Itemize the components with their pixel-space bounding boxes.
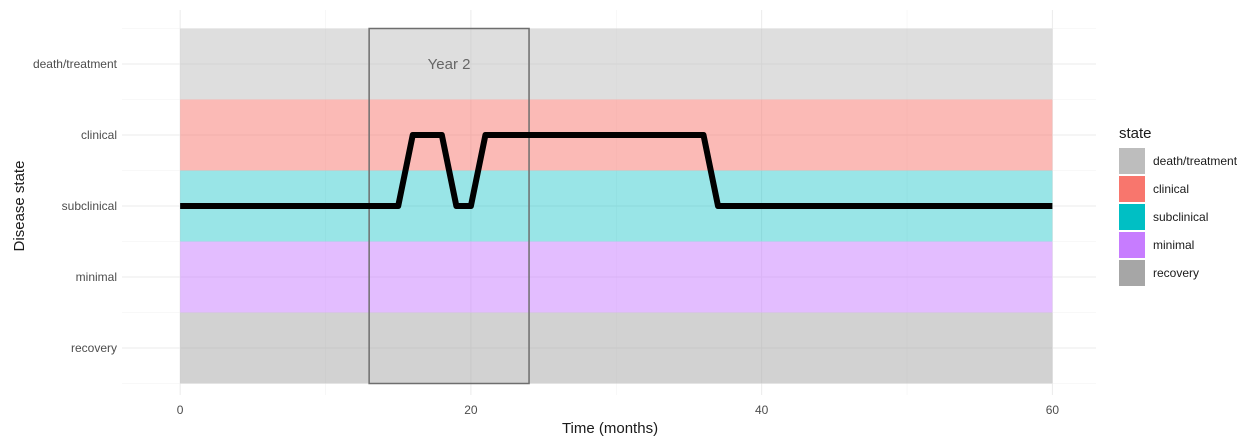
- y-tick-labels: recovery minimal subclinical clinical death/…: [33, 57, 118, 355]
- legend-label: death/treatment: [1153, 154, 1238, 168]
- state-trajectory: [180, 132, 1053, 209]
- band-death-treatment: [180, 28, 1053, 100]
- legend-swatch: [1119, 204, 1145, 230]
- legend-label: clinical: [1153, 182, 1189, 196]
- legend-label: subclinical: [1153, 210, 1208, 224]
- legend-swatch: [1119, 232, 1145, 258]
- x-tick-label: 40: [755, 403, 769, 417]
- y-tick-label: clinical: [81, 128, 117, 142]
- y-tick-label: recovery: [71, 341, 117, 355]
- y-tick-label: minimal: [76, 270, 117, 284]
- legend-swatch: [1119, 176, 1145, 202]
- x-axis-title: Time (months): [562, 420, 658, 437]
- legend-swatch: [1119, 260, 1145, 286]
- y-tick-label: subclinical: [62, 199, 117, 213]
- legend: state death/treatment clinical subclinical…: [1119, 125, 1238, 286]
- legend-items: death/treatment clinical subclinical minima…: [1119, 148, 1238, 286]
- x-tick-label: 60: [1046, 403, 1060, 417]
- band-recovery: [180, 312, 1053, 384]
- x-tick-label: 20: [464, 403, 478, 417]
- legend-label: minimal: [1153, 238, 1194, 252]
- band-minimal: [180, 241, 1053, 313]
- series-line: [180, 132, 1053, 209]
- legend-label: recovery: [1153, 266, 1199, 280]
- x-tick-label: 0: [177, 403, 184, 417]
- x-tick-labels: 0 20 40 60: [177, 403, 1060, 417]
- annotation-label: Year 2: [428, 56, 471, 73]
- y-axis-title: Disease state: [11, 161, 28, 252]
- legend-swatch: [1119, 148, 1145, 174]
- legend-title: state: [1119, 125, 1152, 142]
- y-tick-label: death/treatment: [33, 57, 118, 71]
